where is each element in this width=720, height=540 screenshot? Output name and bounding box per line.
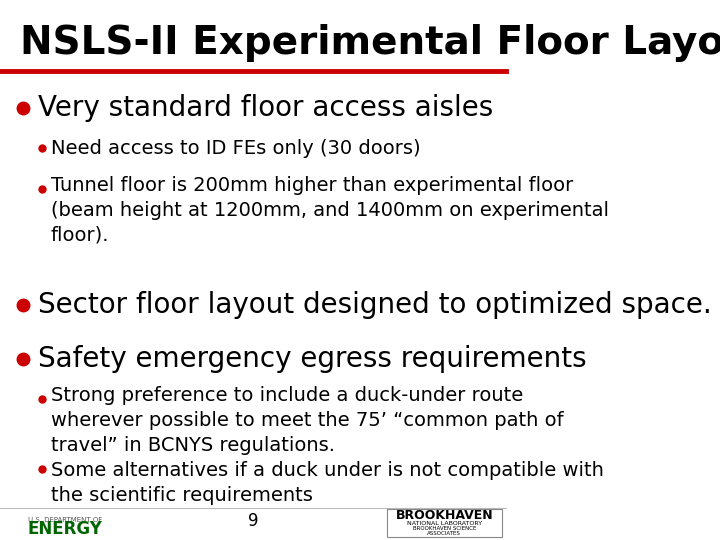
Text: Sector floor layout designed to optimized space.: Sector floor layout designed to optimize… [38,291,711,319]
Text: Need access to ID FEs only (30 doors): Need access to ID FEs only (30 doors) [50,139,420,158]
Text: 9: 9 [248,511,258,530]
Text: BROOKHAVEN: BROOKHAVEN [395,509,493,522]
Text: NSLS-II Experimental Floor Layout: NSLS-II Experimental Floor Layout [20,24,720,62]
Text: Tunnel floor is 200mm higher than experimental floor
(beam height at 1200mm, and: Tunnel floor is 200mm higher than experi… [50,176,608,245]
Text: Very standard floor access aisles: Very standard floor access aisles [38,94,493,122]
FancyBboxPatch shape [387,509,502,537]
Text: ENERGY: ENERGY [28,519,103,537]
Text: U.S. DEPARTMENT OF: U.S. DEPARTMENT OF [28,517,102,523]
Text: BROOKHAVEN SCIENCE: BROOKHAVEN SCIENCE [413,526,476,531]
Text: Some alternatives if a duck under is not compatible with
the scientific requirem: Some alternatives if a duck under is not… [50,461,603,505]
Text: Strong preference to include a duck-under route
wherever possible to meet the 75: Strong preference to include a duck-unde… [50,386,563,455]
Text: Safety emergency egress requirements: Safety emergency egress requirements [38,345,587,373]
Text: ASSOCIATES: ASSOCIATES [428,531,462,536]
Text: NATIONAL LABORATORY: NATIONAL LABORATORY [407,521,482,525]
